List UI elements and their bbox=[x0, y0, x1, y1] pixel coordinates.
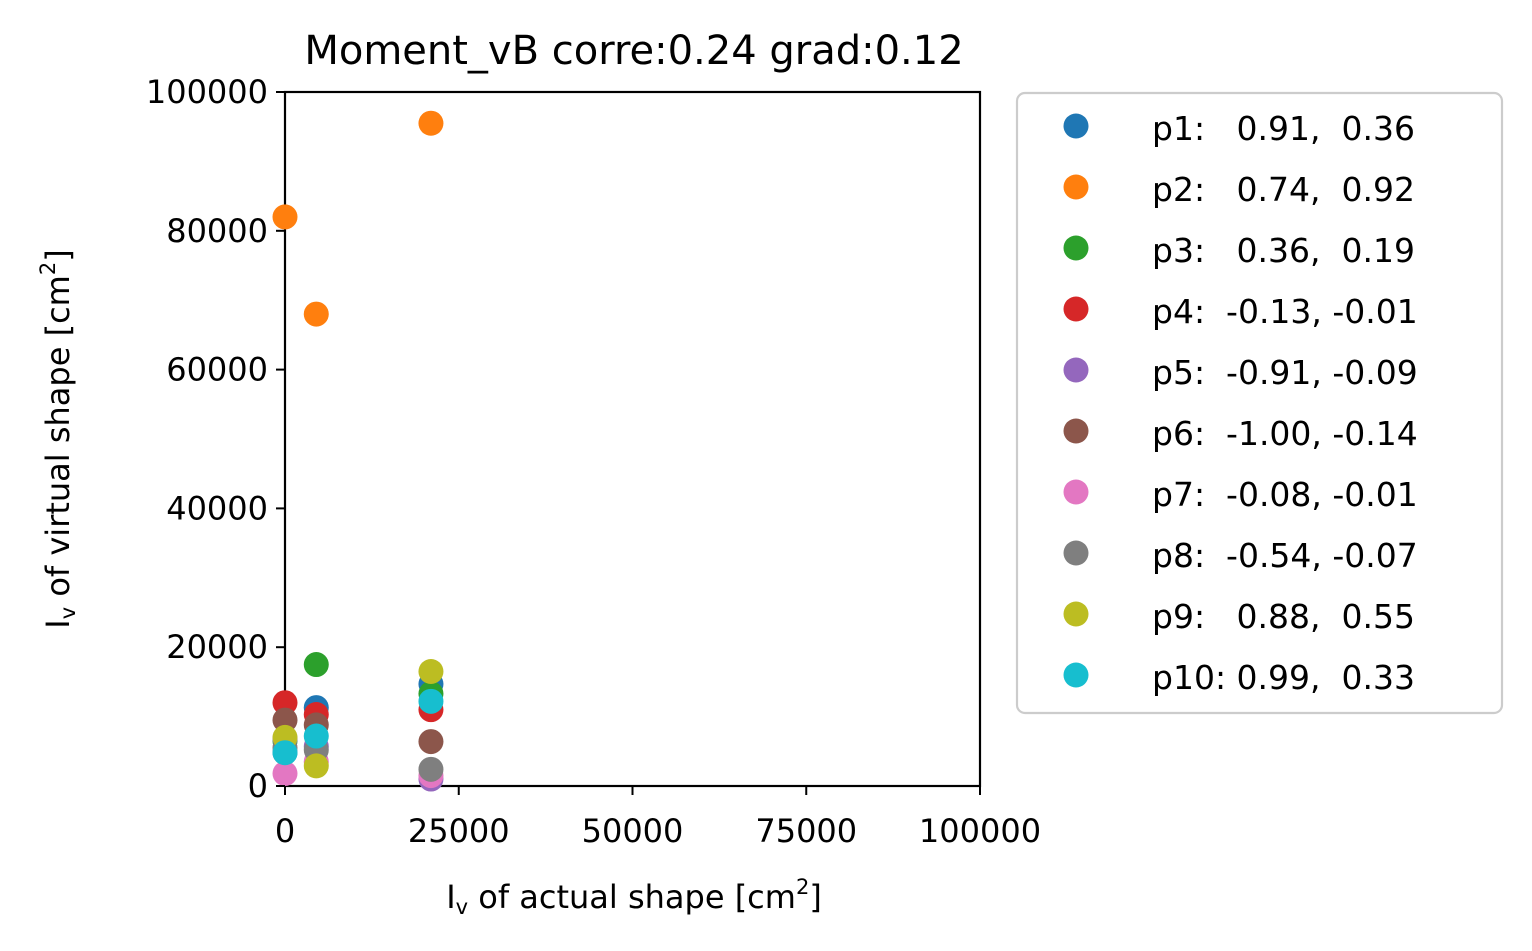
legend-label: p5: -0.91, -0.09 bbox=[1152, 353, 1418, 392]
data-point bbox=[303, 301, 329, 327]
x-tick-label: 100000 bbox=[919, 812, 1041, 850]
legend-label: p6: -1.00, -0.14 bbox=[1152, 414, 1418, 453]
data-point bbox=[272, 690, 298, 716]
legend-label: p8: -0.54, -0.07 bbox=[1152, 536, 1418, 575]
legend-marker bbox=[1063, 601, 1089, 627]
legend-marker bbox=[1063, 540, 1089, 566]
legend-marker bbox=[1063, 479, 1089, 505]
chart-title: Moment_vB corre:0.24 grad:0.12 bbox=[304, 28, 963, 74]
y-tick-label: 80000 bbox=[166, 212, 268, 250]
legend: p1: 0.91, 0.36 p2: 0.74, 0.92 p3: 0.36, 0.… bbox=[1015, 91, 1504, 715]
data-point bbox=[272, 761, 298, 787]
data-point bbox=[303, 652, 329, 678]
legend-marker bbox=[1063, 662, 1089, 688]
legend-label: p7: -0.08, -0.01 bbox=[1152, 475, 1418, 514]
legend-frame bbox=[1015, 91, 1504, 715]
legend-marker bbox=[1063, 418, 1089, 444]
plot-frame bbox=[283, 90, 982, 788]
data-point bbox=[418, 110, 444, 136]
data-point bbox=[272, 740, 298, 766]
x-tick-label: 75000 bbox=[755, 812, 857, 850]
data-point bbox=[303, 753, 329, 779]
data-point bbox=[418, 756, 444, 782]
y-tick-label: 20000 bbox=[166, 628, 268, 666]
plot-area: 0 25000 50000 75000 100000 0 20000 40000 60000 8… bbox=[146, 73, 1041, 850]
data-point bbox=[418, 729, 444, 755]
x-axis-ticks: 0 25000 50000 75000 100000 bbox=[275, 786, 1041, 850]
x-tick-label: 0 bbox=[275, 812, 295, 850]
data-point bbox=[272, 707, 298, 733]
x-axis-label: Iv of actual shape [cm2] bbox=[446, 875, 822, 919]
y-axis-ticks: 0 20000 40000 60000 80000 100000 bbox=[146, 73, 285, 805]
data-point bbox=[418, 658, 444, 684]
legend-label: p3: 0.36, 0.19 bbox=[1152, 231, 1415, 270]
x-tick-label: 50000 bbox=[582, 812, 684, 850]
y-tick-label: 40000 bbox=[166, 489, 268, 527]
data-point bbox=[418, 688, 444, 714]
legend-label: p1: 0.91, 0.36 bbox=[1152, 109, 1415, 148]
data-points bbox=[272, 110, 444, 792]
y-tick-label: 0 bbox=[248, 767, 268, 805]
legend-label: p9: 0.88, 0.55 bbox=[1152, 597, 1415, 636]
legend-label: p4: -0.13, -0.01 bbox=[1152, 292, 1418, 331]
legend-marker bbox=[1063, 174, 1089, 200]
y-axis-label: Iv of virtual shape [cm2] bbox=[36, 249, 80, 628]
legend-label: p2: 0.74, 0.92 bbox=[1152, 170, 1415, 209]
legend-marker bbox=[1063, 357, 1089, 383]
data-point bbox=[272, 204, 298, 230]
legend-marker bbox=[1063, 235, 1089, 261]
data-point bbox=[303, 723, 329, 749]
legend-marker bbox=[1063, 113, 1089, 139]
legend-marker bbox=[1063, 296, 1089, 322]
y-tick-label: 100000 bbox=[146, 73, 268, 111]
legend-label: p10: 0.99, 0.33 bbox=[1152, 658, 1415, 697]
y-tick-label: 60000 bbox=[166, 351, 268, 389]
legend-items: p1: 0.91, 0.36 p2: 0.74, 0.92 p3: 0.36, 0.… bbox=[1063, 109, 1418, 697]
x-tick-label: 25000 bbox=[408, 812, 510, 850]
